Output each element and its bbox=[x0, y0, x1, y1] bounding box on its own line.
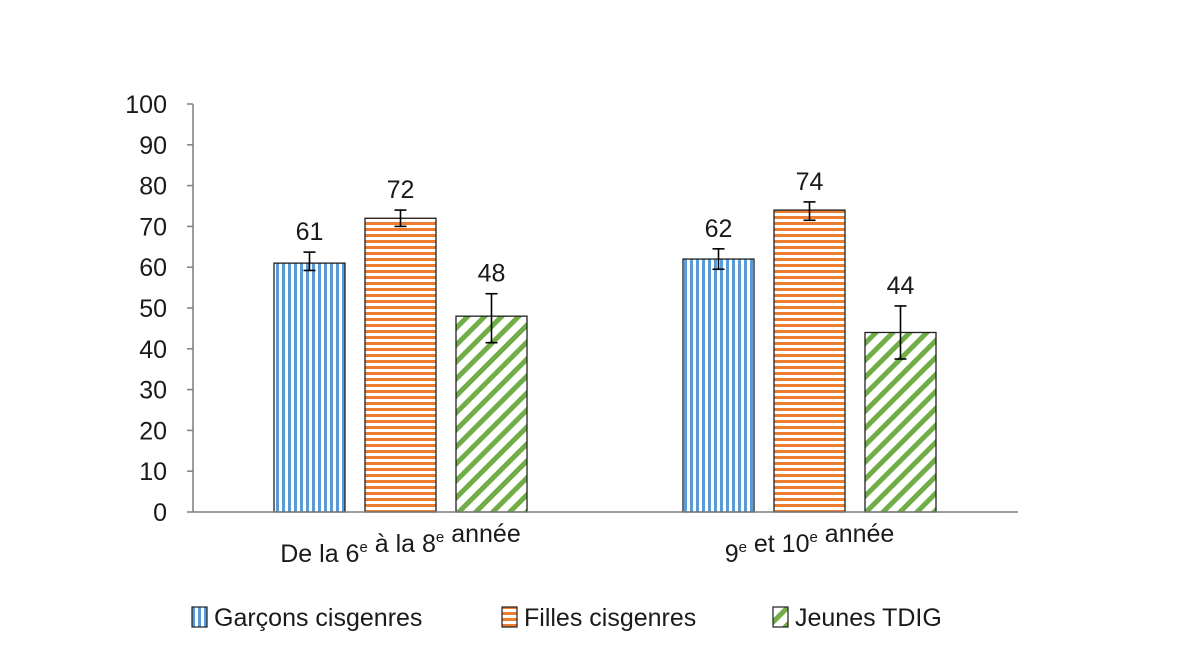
x-category-label: De la 6e à la 8e année bbox=[280, 520, 520, 568]
legend-swatch bbox=[191, 606, 208, 628]
category-label-text: année bbox=[444, 520, 520, 548]
y-tick-label: 50 bbox=[139, 295, 167, 323]
category-label-text: et 10 bbox=[747, 530, 810, 558]
y-tick-label: 40 bbox=[139, 336, 167, 364]
y-tick-label: 60 bbox=[139, 254, 167, 282]
data-label: 61 bbox=[296, 218, 324, 246]
category-label-superscript: e bbox=[436, 529, 444, 546]
y-tick-label: 90 bbox=[139, 132, 167, 160]
category-label-superscript: e bbox=[739, 539, 747, 556]
legend-label: Jeunes TDIG bbox=[795, 604, 942, 632]
y-tick-label: 10 bbox=[139, 458, 167, 486]
legend-label: Garçons cisgenres bbox=[214, 604, 422, 632]
data-labels-group: 61 62 72 74 48 44 bbox=[296, 168, 915, 300]
category-label-text: 9 bbox=[725, 540, 739, 568]
bar bbox=[455, 315, 528, 513]
category-label-text: à la 8 bbox=[368, 530, 436, 558]
category-label-superscript: e bbox=[810, 529, 818, 546]
category-label-text: année bbox=[818, 520, 894, 548]
category-label-text: De la 6 bbox=[280, 540, 359, 568]
y-tick-label: 30 bbox=[139, 377, 167, 405]
legend: Garçons cisgenres Filles cisgenres Jeunes … bbox=[191, 604, 942, 632]
legend-swatch bbox=[772, 606, 789, 628]
data-label: 72 bbox=[387, 176, 415, 204]
bar bbox=[864, 331, 937, 513]
legend-label: Filles cisgenres bbox=[524, 604, 696, 632]
data-label: 44 bbox=[887, 272, 915, 300]
bar bbox=[364, 217, 437, 513]
data-label: 48 bbox=[478, 260, 506, 288]
data-label: 74 bbox=[796, 168, 824, 196]
data-label: 62 bbox=[705, 215, 733, 243]
x-category-label: 9e et 10e année bbox=[725, 520, 895, 568]
bar bbox=[773, 209, 846, 513]
bar bbox=[682, 258, 755, 513]
category-label-superscript: e bbox=[359, 539, 367, 556]
y-tick-label: 80 bbox=[139, 173, 167, 201]
y-tick-label: 0 bbox=[153, 499, 167, 527]
y-tick-label: 100 bbox=[125, 91, 167, 119]
y-tick-label: 20 bbox=[139, 417, 167, 445]
legend-swatch bbox=[501, 606, 518, 628]
y-tick-label: 70 bbox=[139, 213, 167, 241]
bar bbox=[273, 262, 346, 513]
bar-series-group bbox=[273, 209, 937, 513]
error-bars-group bbox=[303, 201, 907, 360]
y-axis: 0 10 20 30 40 50 60 70 80 90 100 bbox=[125, 91, 194, 527]
